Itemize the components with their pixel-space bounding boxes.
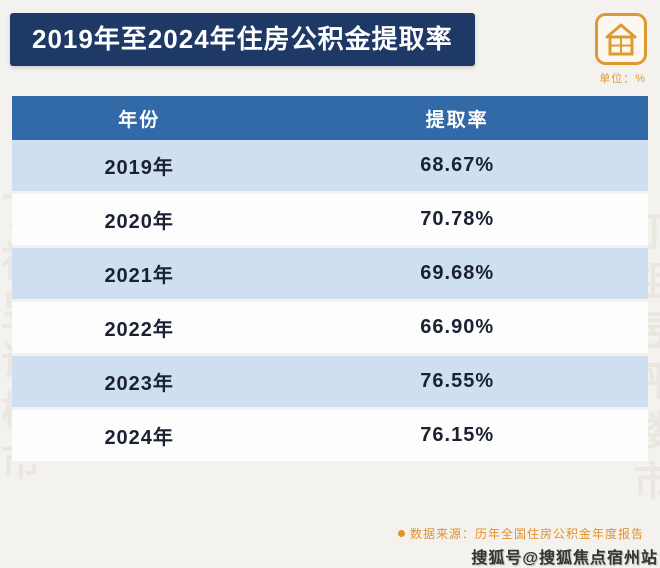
header-year: 年份 bbox=[118, 109, 161, 131]
table-row: 2023年 76.55% bbox=[12, 356, 648, 410]
cell-year: 2023年 bbox=[104, 373, 174, 395]
cell-year: 2024年 bbox=[104, 427, 174, 449]
building-icon bbox=[594, 12, 648, 66]
cell-rate: 76.55% bbox=[420, 370, 495, 392]
cell-year: 2021年 bbox=[104, 265, 174, 287]
table-row: 2021年 69.68% bbox=[12, 248, 648, 302]
cell-year: 2022年 bbox=[104, 319, 174, 341]
unit-label: 单位：% bbox=[599, 73, 646, 85]
cell-rate: 76.15% bbox=[420, 424, 495, 446]
data-table: 年份 提取率 2019年 68.67% 2020年 70.78% 2021年 6… bbox=[12, 96, 648, 464]
source-note: 数据来源：历年全国住房公积金年度报告 bbox=[397, 525, 644, 542]
source-note-text: 数据来源：历年全国住房公积金年度报告 bbox=[409, 527, 644, 541]
cell-rate: 69.68% bbox=[420, 262, 495, 284]
cell-rate: 70.78% bbox=[420, 208, 495, 230]
cell-year: 2019年 bbox=[104, 157, 174, 179]
cell-year: 2020年 bbox=[104, 211, 174, 233]
table-row: 2024年 76.15% bbox=[12, 410, 648, 464]
table-header-row: 年份 提取率 bbox=[12, 96, 648, 140]
dot-icon bbox=[397, 530, 405, 537]
table-row: 2019年 68.67% bbox=[12, 140, 648, 194]
page-title-text: 2019年至2024年住房公积金提取率 bbox=[32, 24, 453, 54]
page-title: 2019年至2024年住房公积金提取率 bbox=[10, 13, 475, 66]
watermark-sohu: 搜狐号@搜狐焦点宿州站 bbox=[471, 550, 658, 567]
cell-rate: 68.67% bbox=[420, 154, 495, 176]
cell-rate: 66.90% bbox=[420, 316, 495, 338]
table-row: 2020年 70.78% bbox=[12, 194, 648, 248]
table-row: 2022年 66.90% bbox=[12, 302, 648, 356]
header-rate: 提取率 bbox=[425, 109, 489, 131]
